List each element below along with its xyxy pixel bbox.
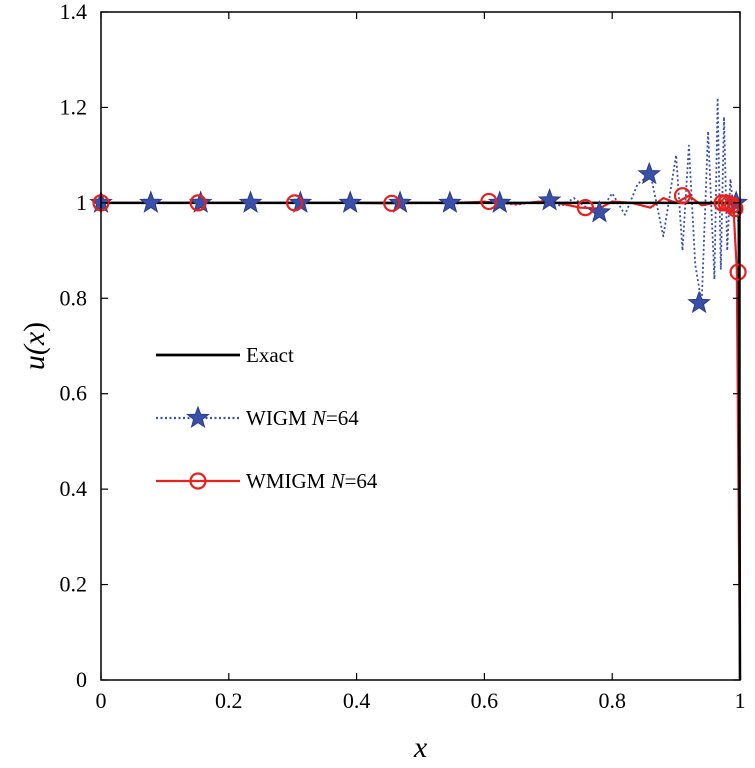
circle-marker bbox=[673, 187, 692, 205]
legend-label-part: WMIGM bbox=[246, 469, 331, 493]
legend-label-part: =64 bbox=[326, 406, 359, 430]
y-tick-label: 1.4 bbox=[60, 0, 88, 24]
legend-label: WMIGM N=64 bbox=[246, 469, 378, 493]
x-axis-label: x bbox=[413, 731, 428, 764]
x-tick-label: 0 bbox=[96, 688, 107, 713]
star-marker bbox=[637, 161, 662, 185]
circle-marker bbox=[286, 194, 304, 212]
legend-label: Exact bbox=[246, 343, 294, 367]
y-tick-label: 1 bbox=[76, 190, 87, 215]
y-tick-label: 0.4 bbox=[60, 476, 88, 501]
series-line bbox=[101, 194, 742, 681]
star-marker bbox=[537, 188, 562, 211]
y-tick-label: 0.8 bbox=[60, 285, 88, 310]
series-line bbox=[101, 201, 742, 681]
circle-marker bbox=[189, 194, 207, 212]
x-tick-label: 1 bbox=[735, 688, 746, 713]
y-axis-label-part: u( bbox=[18, 343, 51, 370]
circle-marker bbox=[729, 263, 747, 281]
legend-label: WIGM N=64 bbox=[246, 406, 359, 430]
y-tick-label: 0 bbox=[76, 667, 87, 692]
plot-markers bbox=[89, 161, 748, 314]
star-marker bbox=[238, 190, 263, 213]
plot-lines bbox=[101, 96, 742, 681]
y-axis-label-part: x bbox=[18, 331, 51, 346]
x-tick-label: 0.2 bbox=[215, 688, 243, 713]
star-marker bbox=[188, 190, 213, 213]
star-marker bbox=[139, 190, 163, 213]
y-tick-label: 0.6 bbox=[60, 381, 88, 406]
legend-star-marker bbox=[186, 405, 210, 429]
circle-marker bbox=[383, 194, 401, 212]
star-marker bbox=[587, 199, 612, 223]
star-marker bbox=[438, 190, 462, 213]
x-tick-label: 0.4 bbox=[343, 688, 371, 713]
y-tick-label: 1.2 bbox=[60, 94, 88, 119]
circle-marker bbox=[480, 192, 498, 211]
series-line bbox=[101, 96, 741, 681]
axis-ticks: 0 0.2 0.4 0.6 0.8 1 0 0.2 0.4 0.6 0.8 1 1.2 1.4 bbox=[60, 0, 746, 713]
star-marker bbox=[338, 190, 363, 213]
y-axis-label: u(x) bbox=[18, 322, 51, 370]
legend-label-part: =64 bbox=[345, 469, 378, 493]
legend-label-part: Exact bbox=[246, 343, 294, 367]
circle-marker bbox=[576, 199, 594, 217]
legend-label-part: WIGM bbox=[246, 406, 312, 430]
legend-circle-marker bbox=[189, 472, 207, 490]
y-tick-label: 0.2 bbox=[60, 572, 88, 597]
plot-frame bbox=[100, 11, 741, 681]
y-axis-label-part: ) bbox=[18, 322, 51, 332]
x-tick-label: 0.8 bbox=[598, 688, 626, 713]
x-tick-label: 0.6 bbox=[471, 688, 499, 713]
circle-marker bbox=[726, 199, 744, 218]
legend-label-part: N bbox=[311, 406, 327, 430]
star-marker bbox=[487, 190, 512, 213]
star-marker bbox=[687, 290, 711, 314]
legend-label-part: N bbox=[330, 469, 346, 493]
